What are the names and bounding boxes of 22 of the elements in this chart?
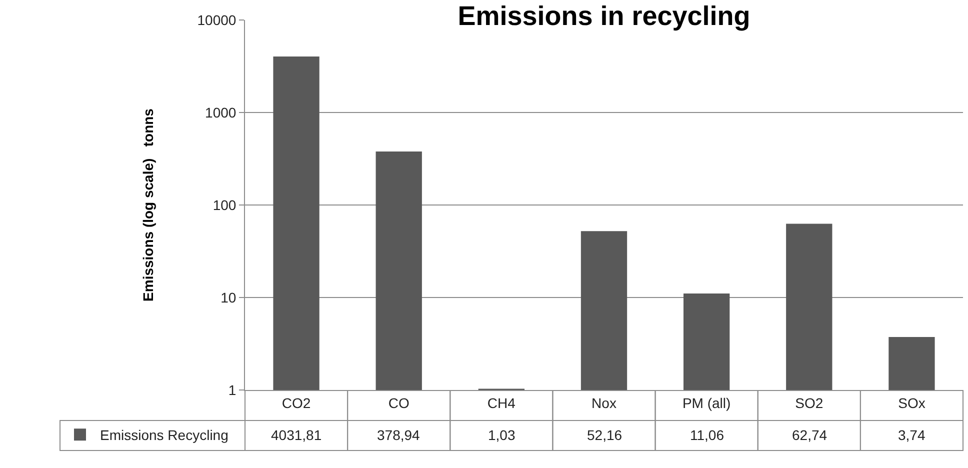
y-tick-label: 10	[220, 289, 236, 306]
x-tick-label: Nox	[592, 394, 616, 411]
data-label: 4031,81	[271, 427, 322, 443]
data-label: 378,94	[377, 427, 420, 443]
y-tick-label: 100	[212, 196, 236, 213]
x-tick-label: CH4	[487, 394, 516, 411]
y-tick-label: 1	[228, 382, 236, 398]
y-tick-label: 1000	[205, 104, 236, 120]
data-label: 52,16	[587, 427, 622, 443]
y-tick-label: 10000	[197, 12, 236, 28]
data-label: 62,74	[792, 427, 828, 443]
data-label: 1,03	[488, 427, 516, 443]
legend-label: Emissions Recycling	[100, 427, 228, 444]
x-tick-label: PM (all)	[682, 394, 731, 411]
chart-title: Emissions in recycling	[458, 0, 750, 31]
x-tick-label: SOx	[898, 394, 926, 411]
x-tick-label: CO	[388, 394, 410, 411]
x-tick-label: CO2	[282, 394, 311, 411]
data-label: 11,06	[690, 427, 724, 443]
y-axis-title: Emissions (log scale) tonns	[140, 108, 156, 302]
x-tick-label: SO2	[795, 394, 824, 411]
data-label: 3,74	[898, 427, 926, 443]
